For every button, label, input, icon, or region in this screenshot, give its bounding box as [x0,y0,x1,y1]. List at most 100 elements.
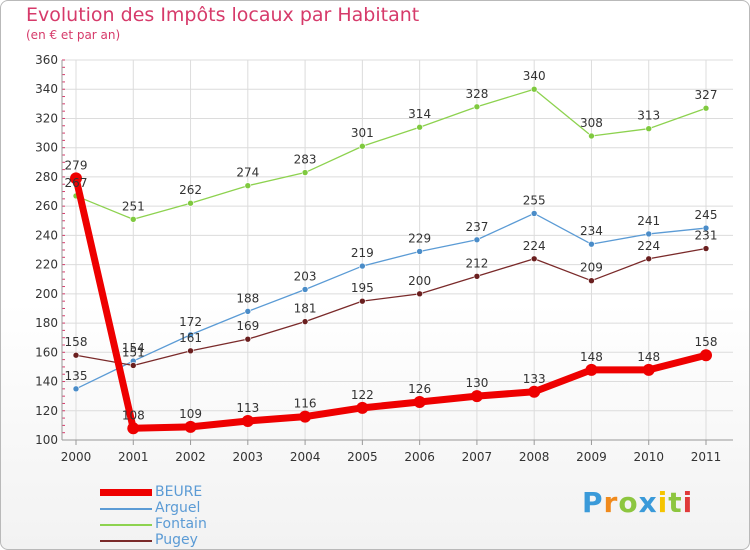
logo-letter: o [618,486,639,519]
y-tick-label-280: 280 [35,170,58,184]
point-fontain-2010 [645,125,653,132]
point-pugey-2004 [301,318,309,325]
legend-label-pugey: Pugey [155,532,198,548]
data-label-pugey-2001: 151 [122,345,145,359]
data-label-pugey-2005: 195 [351,281,374,295]
logo-letter: i [657,486,669,519]
point-pugey-2003 [244,335,252,343]
point-beure-2001 [127,422,140,435]
point-beure-2002 [184,420,197,433]
data-label-arguel-2008: 255 [523,193,546,207]
series [70,85,712,435]
point-pugey-2000 [72,351,80,359]
y-tick-label-200: 200 [35,287,58,301]
x-tick-label-2002: 2002 [175,450,206,464]
point-arguel-2009 [588,240,595,248]
y-tick-label-340: 340 [35,82,58,96]
point-beure-2007 [470,390,483,403]
y-tick-label-160: 160 [35,345,58,359]
point-beure-2006 [413,396,426,408]
x-tick-label-2007: 2007 [462,450,493,464]
point-fontain-2007 [473,103,481,111]
point-beure-2011 [700,349,712,362]
legend-label-beure: BEURE [155,484,203,500]
data-label-pugey-2009: 209 [580,261,603,275]
series-line-pugey [75,247,707,367]
data-label-pugey-2011: 231 [695,229,718,243]
data-label-beure-2010: 148 [637,350,660,364]
x-tick-label-2008: 2008 [519,450,550,464]
data-label-beure-2011: 158 [695,335,718,349]
logo-letter: t [668,486,683,519]
data-label-beure-2005: 122 [351,388,374,402]
point-beure-2003 [241,415,254,427]
y-tick-label-100: 100 [35,433,58,447]
grid [62,59,733,441]
legend-swatch-arguel [100,508,152,510]
y-tick-label-120: 120 [35,404,58,418]
point-arguel-2003 [244,308,252,315]
data-label-pugey-2004: 181 [294,302,317,316]
point-arguel-2004 [301,286,309,293]
y-tick-label-220: 220 [35,258,58,272]
data-label-arguel-2009: 234 [580,224,603,238]
point-pugey-2008 [530,255,538,263]
data-label-arguel-2010: 241 [637,214,660,228]
point-fontain-2005 [359,142,366,150]
data-label-fontain-2001: 251 [122,199,145,213]
logo-letter: x [638,486,658,519]
point-fontain-2009 [588,132,595,140]
data-label-fontain-2010: 313 [637,109,660,123]
point-pugey-2005 [359,297,366,305]
point-pugey-2001 [129,362,137,369]
series-line-fontain [75,88,707,220]
series-line-arguel [75,212,707,390]
data-label-fontain-2005: 301 [351,126,374,140]
point-arguel-2006 [416,248,423,255]
point-arguel-2008 [530,210,538,217]
legend-label-fontain: Fontain [155,516,207,532]
data-label-fontain-2004: 283 [294,153,317,167]
data-label-fontain-2011: 327 [695,88,718,102]
point-arguel-2002 [187,331,194,339]
point-beure-2004 [299,410,312,423]
data-label-fontain-2007: 328 [465,87,488,101]
data-label-pugey-2002: 161 [179,331,202,345]
data-label-arguel-2004: 203 [294,269,317,283]
data-label-arguel-2011: 245 [695,208,718,222]
x-tick-label-2004: 2004 [290,450,321,464]
point-arguel-2005 [359,262,366,270]
data-label-pugey-2007: 212 [465,256,488,270]
point-arguel-2000 [72,385,80,393]
data-label-arguel-2003: 188 [236,291,259,305]
point-fontain-2002 [187,199,194,207]
legend-swatch-beure [100,489,152,496]
x-tick-label-2009: 2009 [576,450,607,464]
data-label-arguel-2002: 172 [179,315,202,329]
data-labels: 267 251 262 274 283 301 314 328 340 308 313 327 135 1… [65,69,718,422]
data-label-arguel-2001: 154 [122,341,145,355]
data-label-beure-2009: 148 [580,350,603,364]
point-pugey-2010 [645,255,653,263]
point-fontain-2006 [416,123,423,131]
x-tick-label-2000: 2000 [61,450,92,464]
data-label-arguel-2000: 135 [65,369,88,383]
x-tick-label-2001: 2001 [118,450,149,464]
point-arguel-2011 [702,224,710,232]
data-label-fontain-2003: 274 [236,166,259,180]
logo-letter: P [582,486,604,519]
point-beure-2005 [356,401,369,414]
series-line-beure [72,177,707,432]
point-arguel-2007 [473,236,481,244]
logo-letter: r [603,486,619,519]
y-tick-label-260: 260 [35,199,58,213]
point-fontain-2008 [530,85,538,93]
data-label-beure-2001: 108 [122,408,145,422]
data-label-fontain-2008: 340 [523,69,546,83]
data-label-arguel-2006: 229 [408,231,431,245]
point-pugey-2009 [588,277,595,284]
data-label-fontain-2000: 267 [65,176,88,190]
data-label-fontain-2009: 308 [580,116,603,130]
data-label-arguel-2007: 237 [465,220,488,234]
x-tick-label-2003: 2003 [233,450,264,464]
